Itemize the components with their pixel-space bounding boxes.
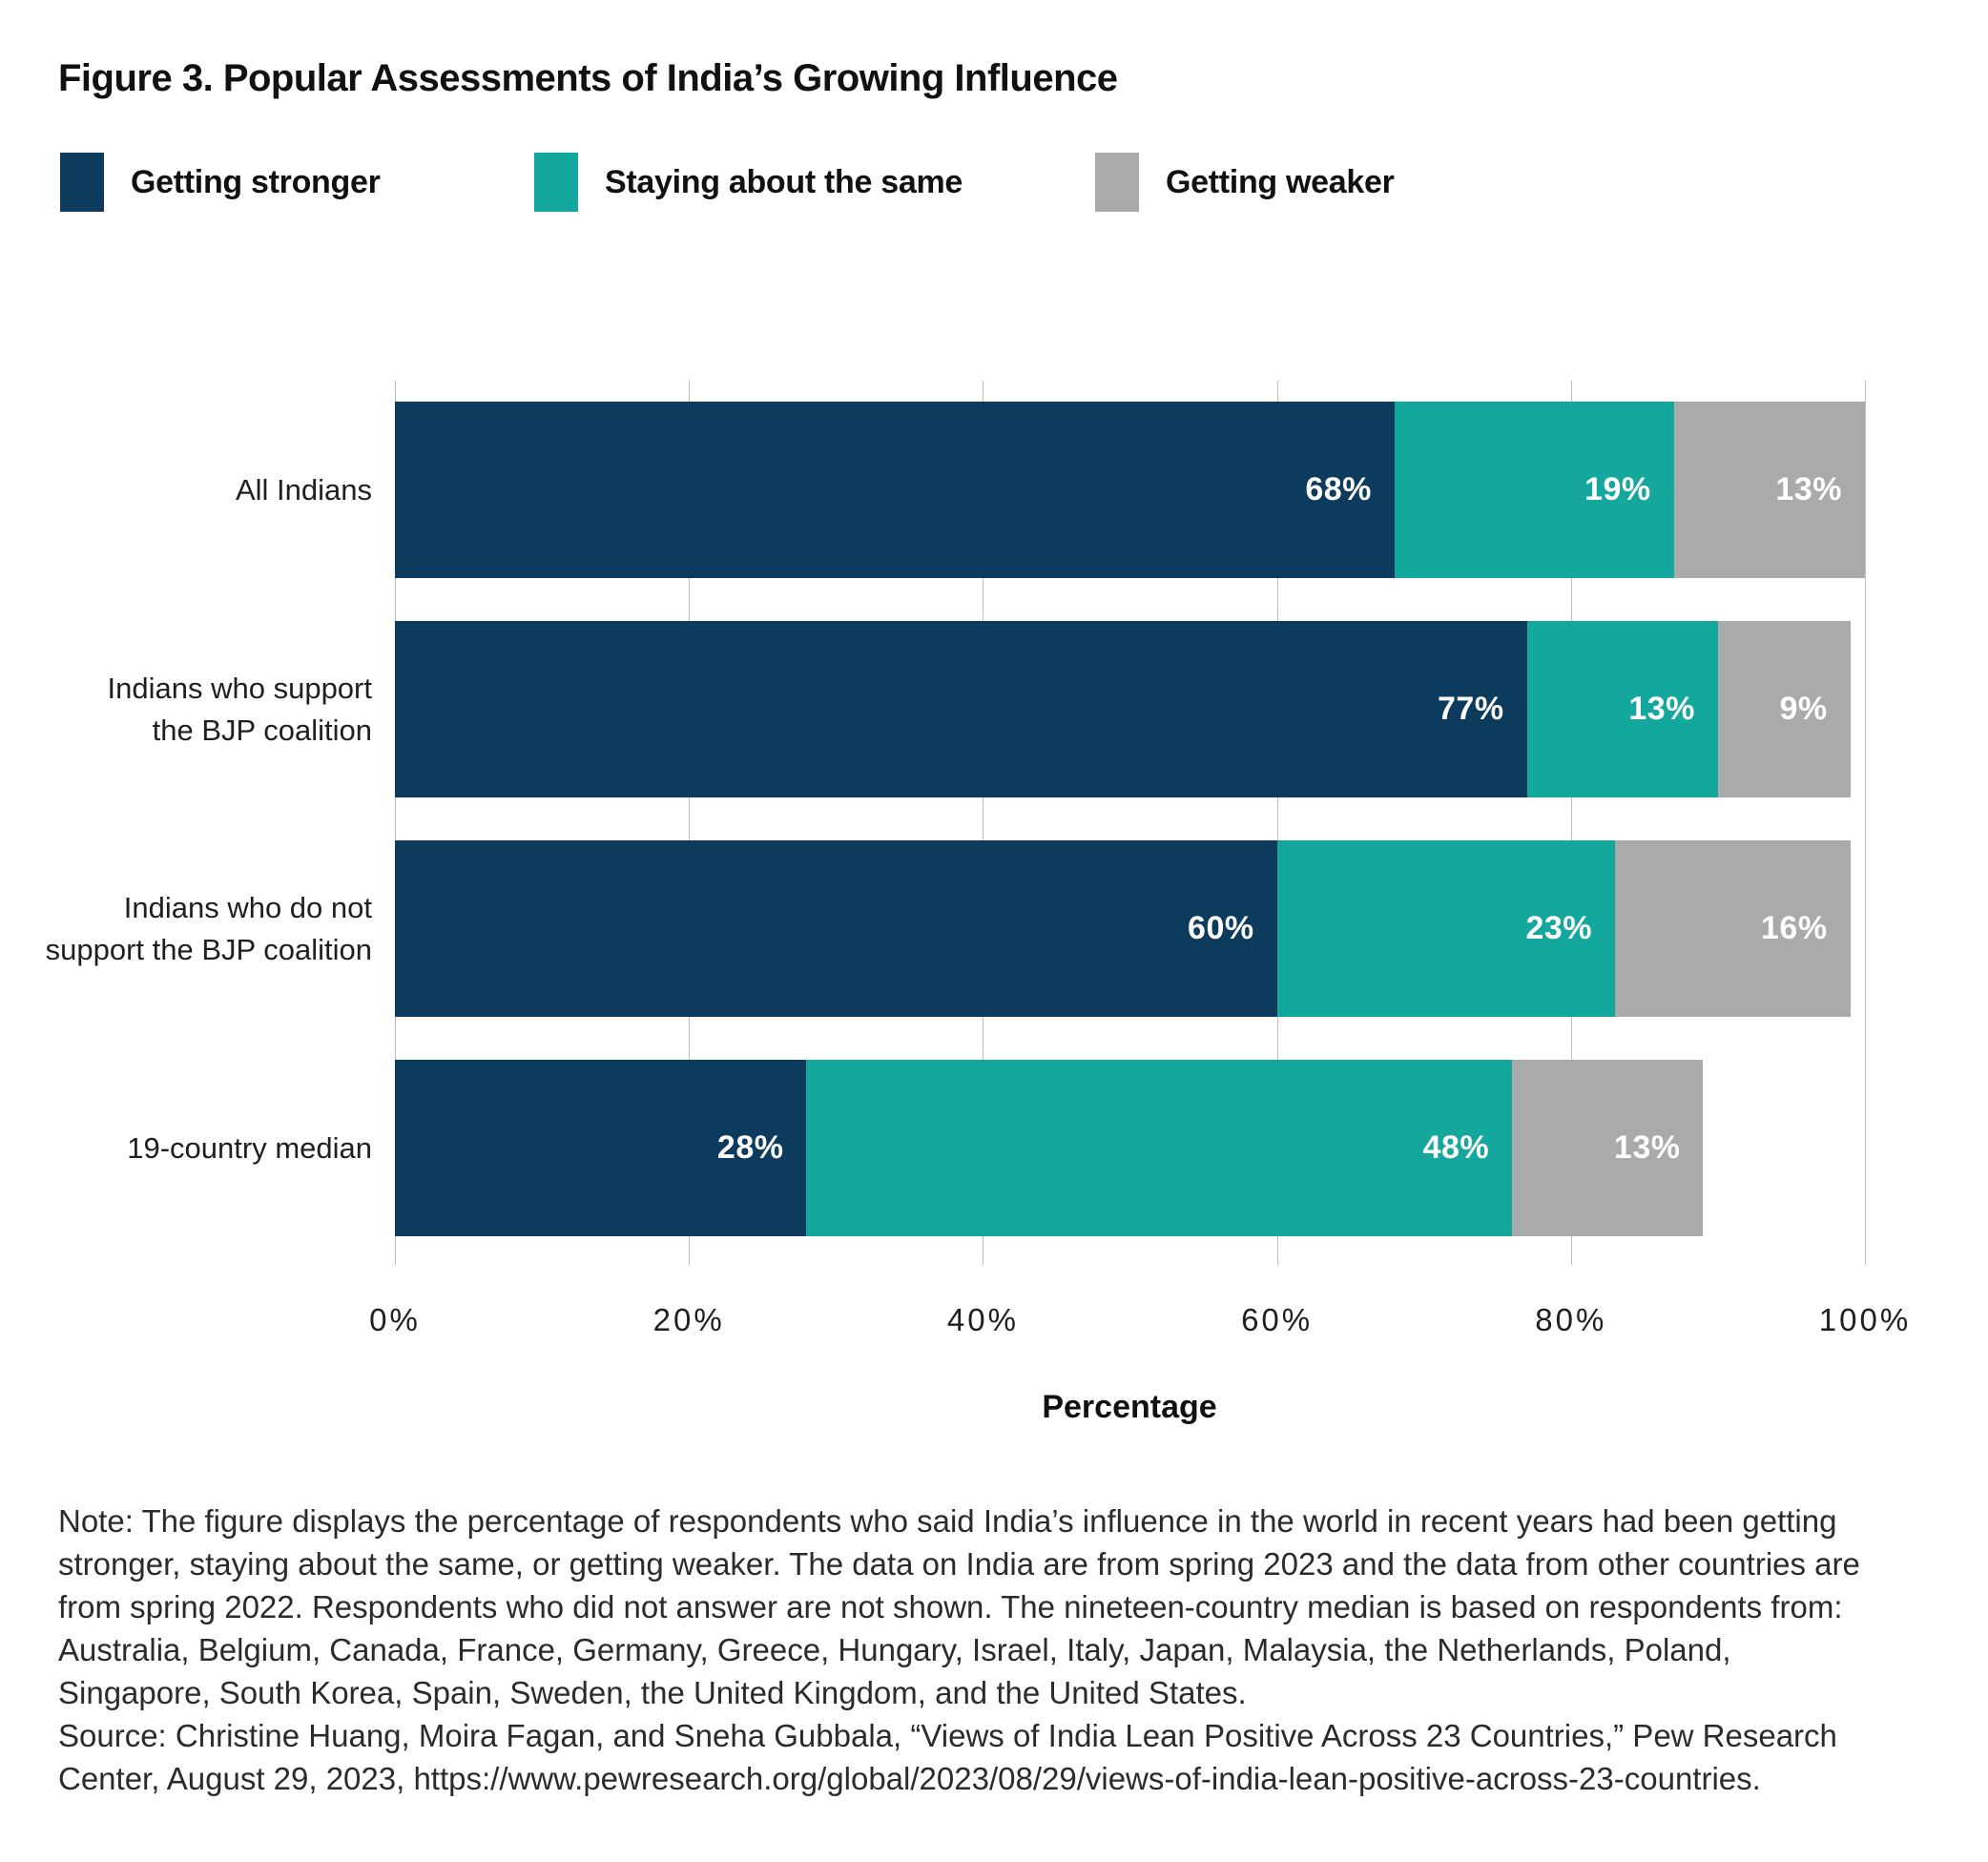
legend-swatch-getting-weaker [1095,153,1139,212]
gridline [1276,381,1278,1265]
x-axis-title: Percentage [1042,1389,1217,1425]
legend-swatch-getting-stronger [60,153,104,212]
bar-segment: 13% [1512,1060,1704,1236]
gridline [1570,381,1572,1265]
note-text: Note: The figure displays the percentage… [58,1503,1860,1710]
bar-value-label: 13% [1628,691,1695,727]
legend-swatch-staying-same [534,153,578,212]
source-text: Source: Christine Huang, Moira Fagan, an… [58,1718,1837,1796]
category-label: Indians who support the BJP coalition [107,671,372,747]
bar-segment: 48% [806,1060,1513,1236]
gridline [1865,381,1866,1265]
bar-segment: 13% [1526,621,1718,797]
bar-value-label: 60% [1188,910,1254,946]
bar-value-label: 19% [1584,471,1651,507]
legend-item-getting-weaker: Getting weaker [1095,153,1395,212]
x-tick-label: 0% [369,1302,421,1337]
x-tick-label: 60% [1241,1302,1314,1337]
bar-value-label: 9% [1779,691,1828,727]
legend: Getting stronger Staying about the same … [0,153,1988,212]
plot-area: 68% 19% 13% 77% 13% 9% 60% 23% 16% 28% 48% 13% [395,381,1866,1265]
bar-segment: 13% [1673,402,1865,578]
bar-segment: 23% [1276,840,1616,1017]
category-label: All Indians [235,472,372,507]
figure-notes: Note: The figure displays the percentage… [58,1500,1871,1800]
gridline [395,381,396,1265]
category-label: Indians who do not support the BJP coalit… [45,890,372,966]
bar-value-label: 68% [1305,471,1372,507]
bar-value-label: 77% [1438,691,1504,727]
bar-segment: 28% [395,1060,807,1236]
bar-value-label: 16% [1761,910,1828,946]
bar-row: 77% 13% 9% [395,621,1865,797]
legend-label: Getting weaker [1166,163,1395,200]
x-tick-label: 40% [946,1302,1019,1337]
legend-label: Getting stronger [131,163,381,200]
bar-segment: 9% [1717,621,1851,797]
x-tick-label: 100% [1818,1302,1912,1337]
bar-row: 68% 19% 13% [395,402,1865,578]
bar-segment: 19% [1394,402,1674,578]
x-tick-label: 20% [652,1302,725,1337]
category-axis: All Indians Indians who support the BJP co… [0,381,372,1265]
legend-item-staying-same: Staying about the same [534,153,963,212]
legend-item-getting-stronger: Getting stronger [60,153,381,212]
gridline [689,381,691,1265]
bar-value-label: 48% [1422,1129,1490,1166]
bar-row: 60% 23% 16% [395,840,1865,1017]
figure-title: Figure 3. Popular Assessments of India’s… [58,57,1118,99]
x-tick-label: 80% [1535,1302,1607,1337]
bar-row: 28% 48% 13% [395,1060,1865,1236]
bar-segment: 77% [395,621,1527,797]
bar-value-label: 23% [1525,910,1593,946]
bar-value-label: 13% [1775,471,1842,507]
bar-segment: 60% [395,840,1277,1017]
bar-value-label: 13% [1613,1129,1681,1166]
category-label: 19-country median [127,1130,372,1165]
bar-segment: 16% [1615,840,1851,1017]
bar-value-label: 28% [716,1129,784,1166]
legend-label: Staying about the same [605,163,963,200]
bar-segment: 68% [395,402,1395,578]
x-axis-ticks: 0% 20% 40% 60% 80% 100% [0,1302,1988,1340]
gridline [983,381,984,1265]
